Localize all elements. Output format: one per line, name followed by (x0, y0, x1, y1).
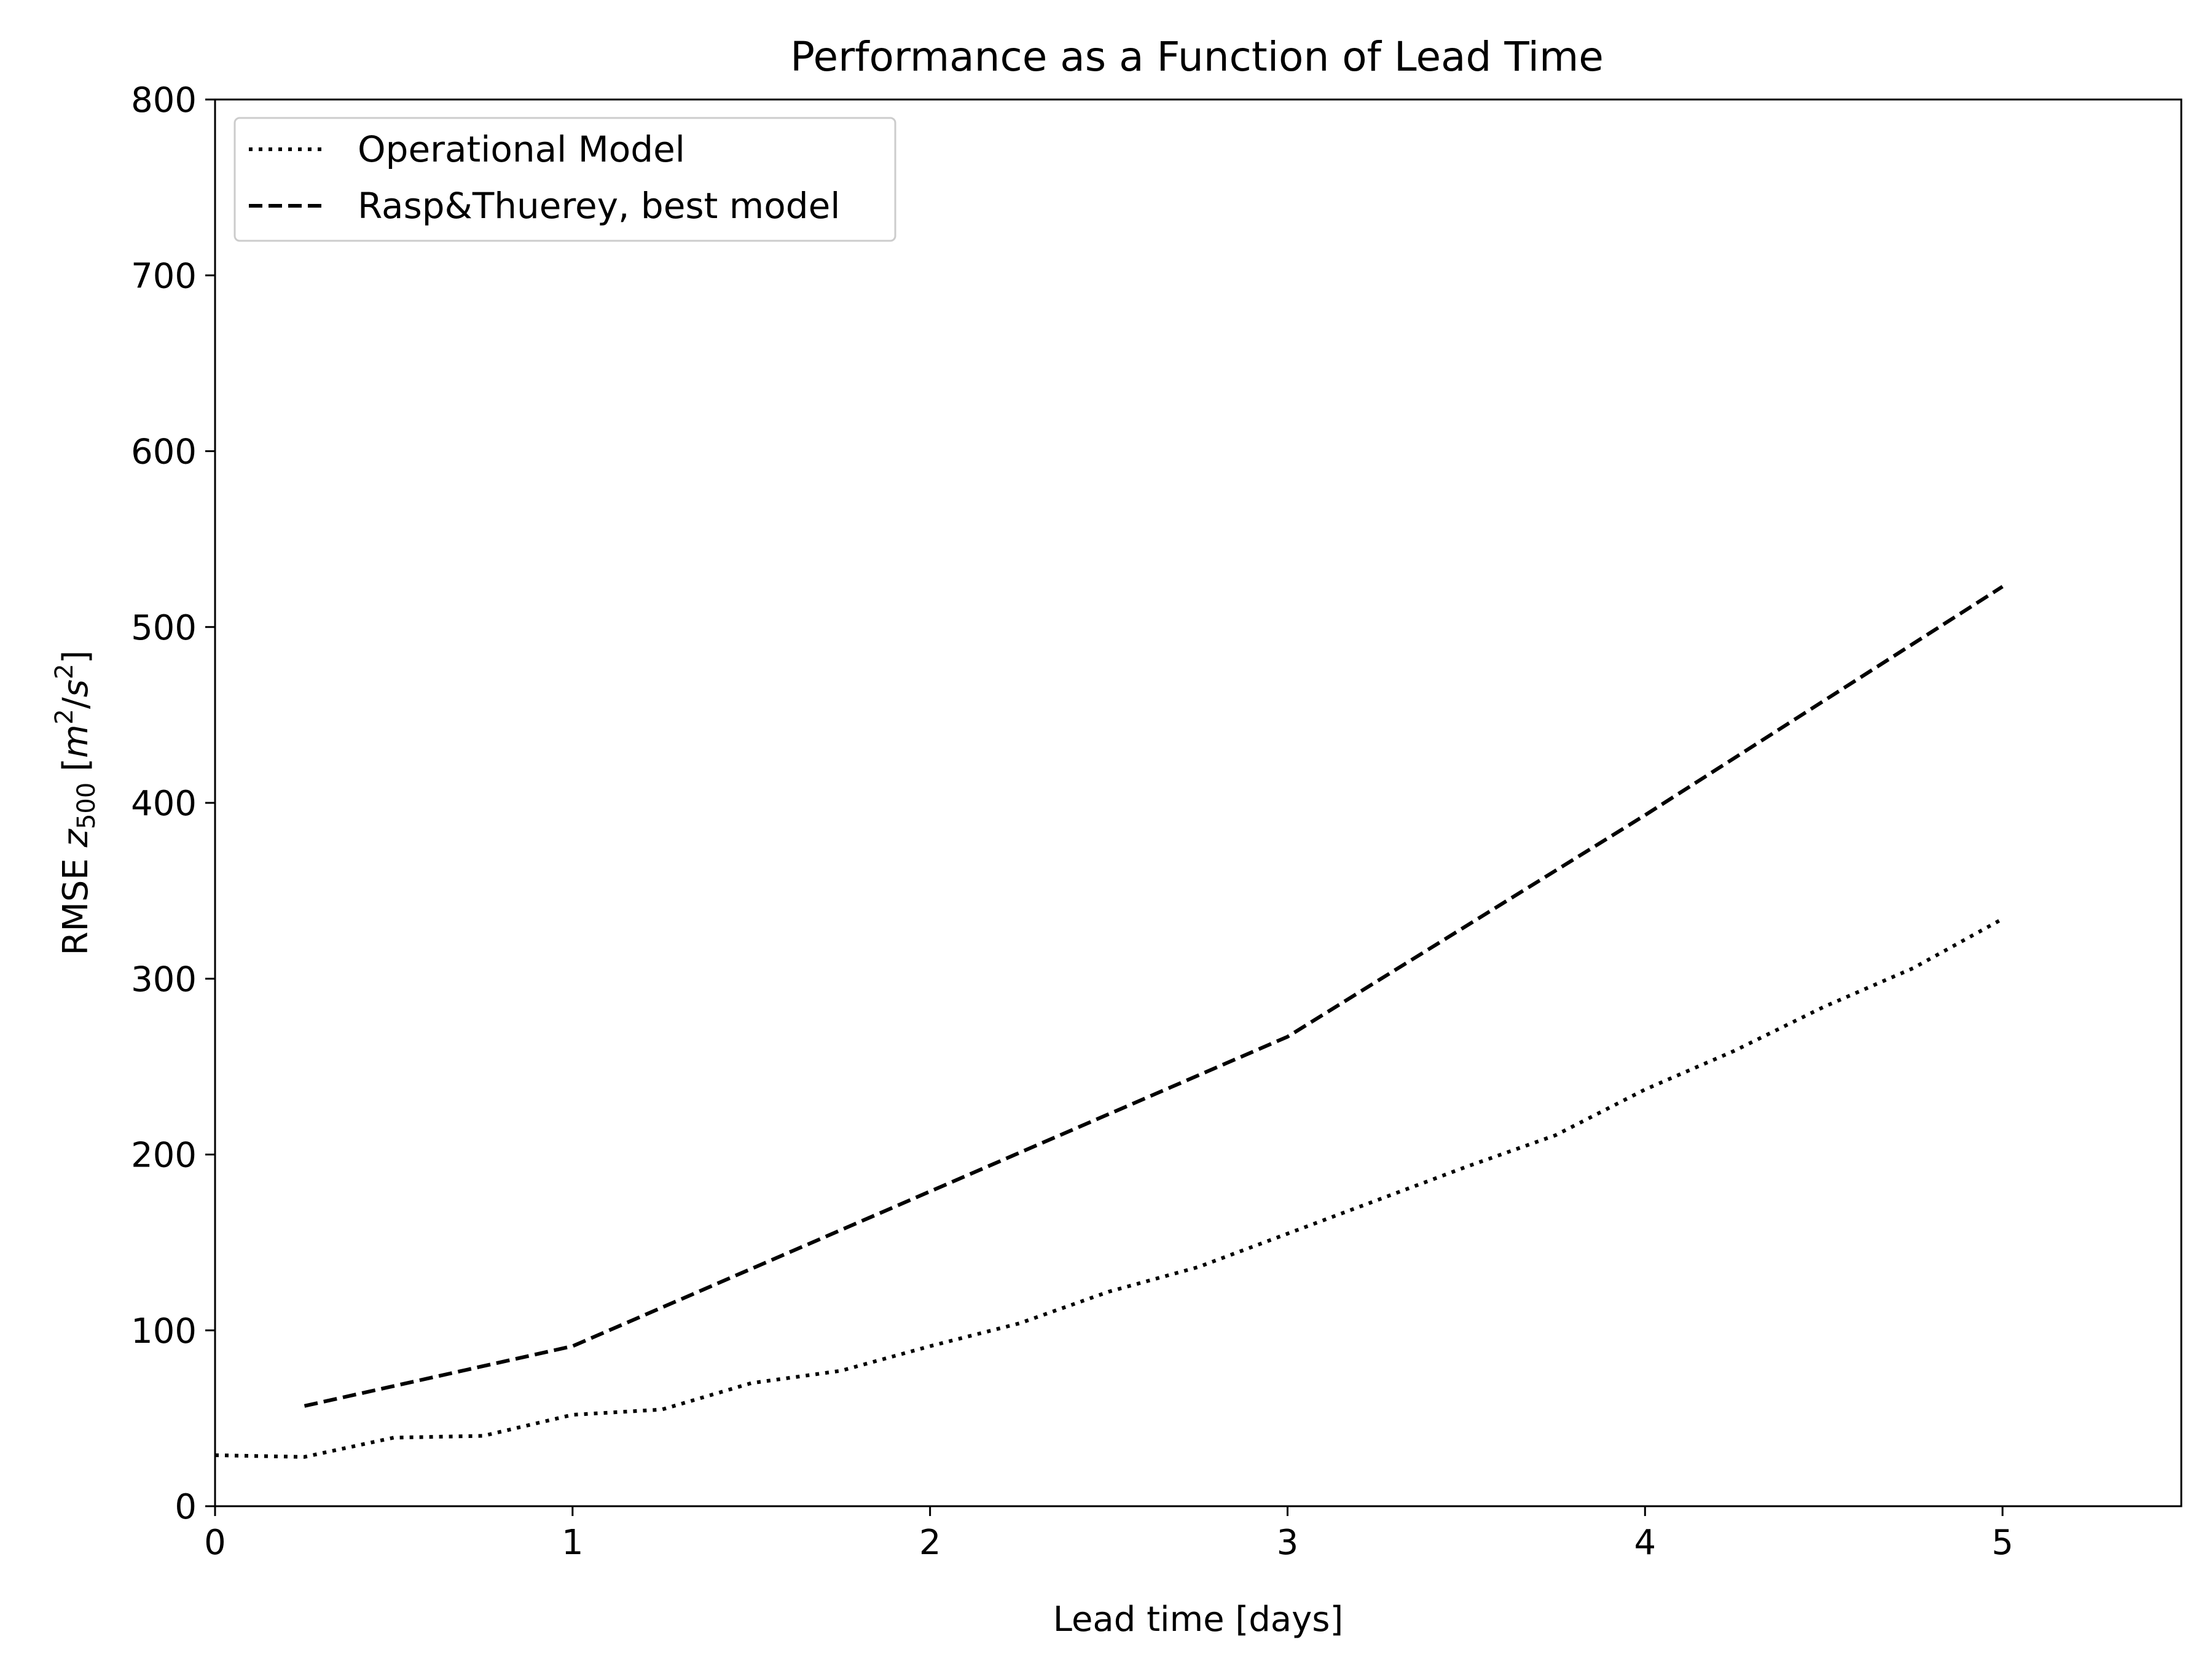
y-axis-label-prefix: RMSE (56, 847, 96, 955)
y-axis-label-unit-s: s (56, 679, 96, 697)
x-tick-label: 0 (204, 1523, 226, 1563)
y-tick-label: 800 (131, 80, 197, 120)
y-axis-label: RMSE z500 [m2/s2] (50, 651, 101, 956)
legend-frame (233, 117, 896, 242)
y-tick-label: 500 (131, 608, 197, 648)
y-tick-label: 400 (131, 784, 197, 824)
legend: Operational Model Rasp&Thuerey, best mod… (233, 117, 896, 242)
y-axis-label-sub: 500 (73, 783, 101, 829)
y-axis-label-unit-m-exp: 2 (50, 709, 79, 724)
x-tick-label: 3 (1277, 1523, 1299, 1563)
x-tick-label: 2 (919, 1523, 941, 1563)
y-tick-label: 200 (131, 1136, 197, 1176)
plot-area (214, 585, 2004, 1459)
x-tick-label: 5 (1991, 1523, 2014, 1563)
y-tick-label: 100 (131, 1311, 197, 1351)
y-axis-label-unit-m: m (56, 724, 96, 758)
y-tick-label: 600 (131, 432, 197, 472)
y-tick-label: 0 (175, 1487, 197, 1527)
x-tick-label: 1 (562, 1523, 584, 1563)
legend-label-rasp-thuerey: Rasp&Thuerey, best model (358, 185, 840, 227)
y-axis-label-slash: / (56, 697, 96, 709)
x-tick-label: 4 (1634, 1523, 1656, 1563)
chart-title: Performance as a Function of Lead Time (790, 33, 1604, 80)
axis-ticks: 0 1 2 3 4 5 0 100 200 300 400 500 600 700 800 (131, 80, 2014, 1563)
y-axis-label-open: [ (56, 758, 96, 783)
series-line-rasp-thuerey (304, 585, 2004, 1408)
y-axis-label-var: z (56, 828, 96, 848)
legend-label-operational-model: Operational Model (358, 128, 685, 170)
y-tick-label: 300 (131, 959, 197, 999)
y-axis-label-close: ] (56, 651, 96, 664)
y-tick-label: 700 (131, 256, 197, 296)
series-line-operational-model (214, 917, 2004, 1459)
axes-frame (214, 98, 2183, 1507)
x-axis-label: Lead time [days] (1053, 1600, 1344, 1640)
y-axis-label-unit-s-exp: 2 (50, 663, 79, 679)
